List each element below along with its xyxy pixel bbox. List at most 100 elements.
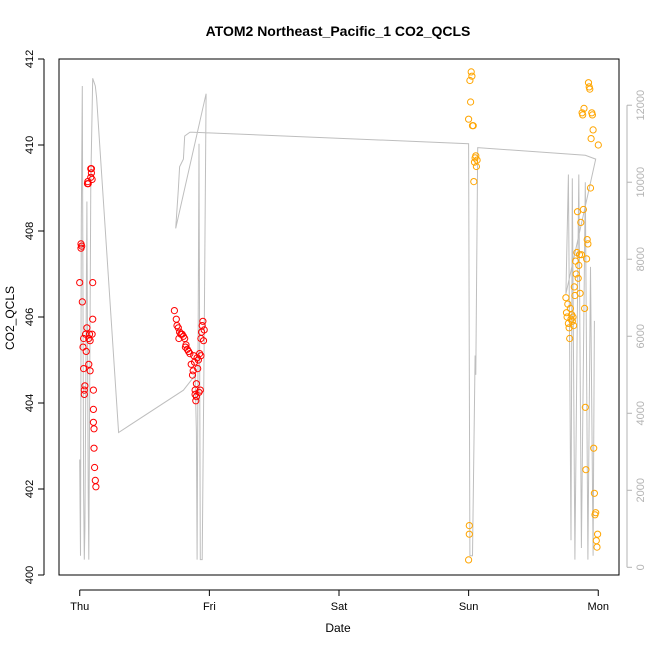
series-2-point [574, 274, 582, 282]
series-1-point [88, 330, 96, 338]
series-1-point [91, 476, 99, 484]
series-2-point [592, 537, 600, 545]
series-2-point [465, 522, 473, 530]
series-1-point [196, 386, 204, 394]
series-2-point [589, 126, 597, 134]
series-1-point [200, 326, 208, 334]
y2-tick-label: 6000 [635, 324, 647, 348]
series-2-point [570, 283, 578, 291]
series-1-point [90, 444, 98, 452]
y-tick-label: 408 [24, 222, 36, 240]
series-2-point [568, 317, 576, 325]
series-1-point [199, 337, 208, 345]
series-2-point [466, 76, 474, 85]
series-2-point [594, 141, 602, 149]
series-1-point [89, 386, 98, 394]
series-1-point [89, 279, 97, 287]
y-tick-label: 406 [24, 308, 36, 326]
series-2-point [565, 324, 573, 332]
series-2-point [586, 85, 594, 93]
series-2-point [584, 240, 592, 248]
series-2-point [590, 489, 599, 497]
series-2-point [575, 251, 584, 259]
axes-layer: Thu Fri Sat Sun Mon 400 402 404 406 408 410 412 0 200… [24, 50, 647, 613]
series-2-point [576, 289, 584, 297]
y2-tick-label: 8000 [635, 247, 647, 271]
series-1-point [182, 341, 190, 349]
series-2-point [580, 104, 588, 113]
series-2-point [473, 156, 481, 164]
series-1-point [194, 365, 202, 373]
series-2-point [465, 115, 473, 123]
series-1-point [189, 367, 197, 375]
plot-frame [58, 58, 620, 576]
series-1-point [85, 360, 93, 368]
altitude-line [79, 78, 597, 561]
y-tick-label: 412 [24, 50, 36, 68]
series-2-point [467, 98, 475, 106]
series-2-point [468, 72, 476, 80]
series-2-point [566, 334, 574, 343]
chart-title: ATOM2 Northeast_Pacific_1 CO2_QCLS [206, 23, 471, 39]
series-2-point [562, 294, 570, 302]
series-2-point [590, 444, 598, 452]
series-1-point [87, 165, 96, 173]
series-2-point [470, 178, 478, 186]
series-2-point [572, 270, 580, 278]
series-2-point [577, 218, 585, 226]
series-1-point [82, 347, 90, 355]
series-1-point [80, 386, 88, 394]
series-1-point [83, 324, 91, 332]
series-1-point [76, 279, 84, 287]
series-2-point [577, 251, 586, 259]
x-tick-label: Sun [459, 601, 479, 613]
y-tick-label: 402 [24, 480, 36, 498]
y2-tick-label: 2000 [635, 478, 647, 502]
series-1-point [92, 483, 100, 491]
series-1-point [80, 390, 88, 398]
y-tick-label: 400 [24, 566, 36, 584]
x-tick-label: Mon [588, 601, 609, 613]
series-2-point [469, 122, 477, 130]
y2-tick-label: 10000 [635, 167, 647, 198]
series-2-point [465, 556, 473, 564]
series-1-point [192, 380, 200, 388]
series-1-point [89, 405, 98, 413]
series-1-point [192, 397, 200, 405]
series-2-point [575, 261, 583, 269]
x-axis-label: Date [325, 621, 351, 635]
y2-tick-label: 0 [635, 564, 647, 570]
series-2-point [592, 509, 600, 517]
series-1-point [199, 317, 207, 325]
series-2-point [587, 135, 595, 143]
series-2-point [581, 304, 589, 312]
series-2-point [579, 111, 587, 119]
series-1-point [78, 242, 86, 250]
series-2-point [583, 236, 591, 244]
series-2-point [583, 255, 591, 263]
series-1-point [80, 334, 88, 343]
series-1-point [86, 367, 94, 375]
x-tick-label: Thu [70, 601, 89, 613]
series-2-point [586, 184, 595, 192]
series-2-point [467, 68, 475, 76]
series-1-point [197, 352, 205, 360]
series-2-point [465, 530, 473, 538]
series-1-point [80, 365, 88, 373]
series-1-point [81, 382, 89, 390]
series-1-point [89, 418, 98, 426]
series-1-point [91, 463, 99, 472]
y2-tick-label: 4000 [635, 401, 647, 425]
series-1-point [198, 322, 206, 330]
y-tick-label: 410 [24, 136, 36, 154]
y2-tick-label: 12000 [635, 90, 647, 121]
series-2-point [593, 543, 601, 551]
series-2-point [573, 208, 582, 216]
series-1-point [188, 371, 197, 379]
series-2-point [570, 322, 578, 330]
series-2-point [588, 111, 597, 119]
series-1-point [86, 337, 94, 345]
series-2-point [581, 403, 589, 411]
series-2-point [569, 313, 577, 321]
